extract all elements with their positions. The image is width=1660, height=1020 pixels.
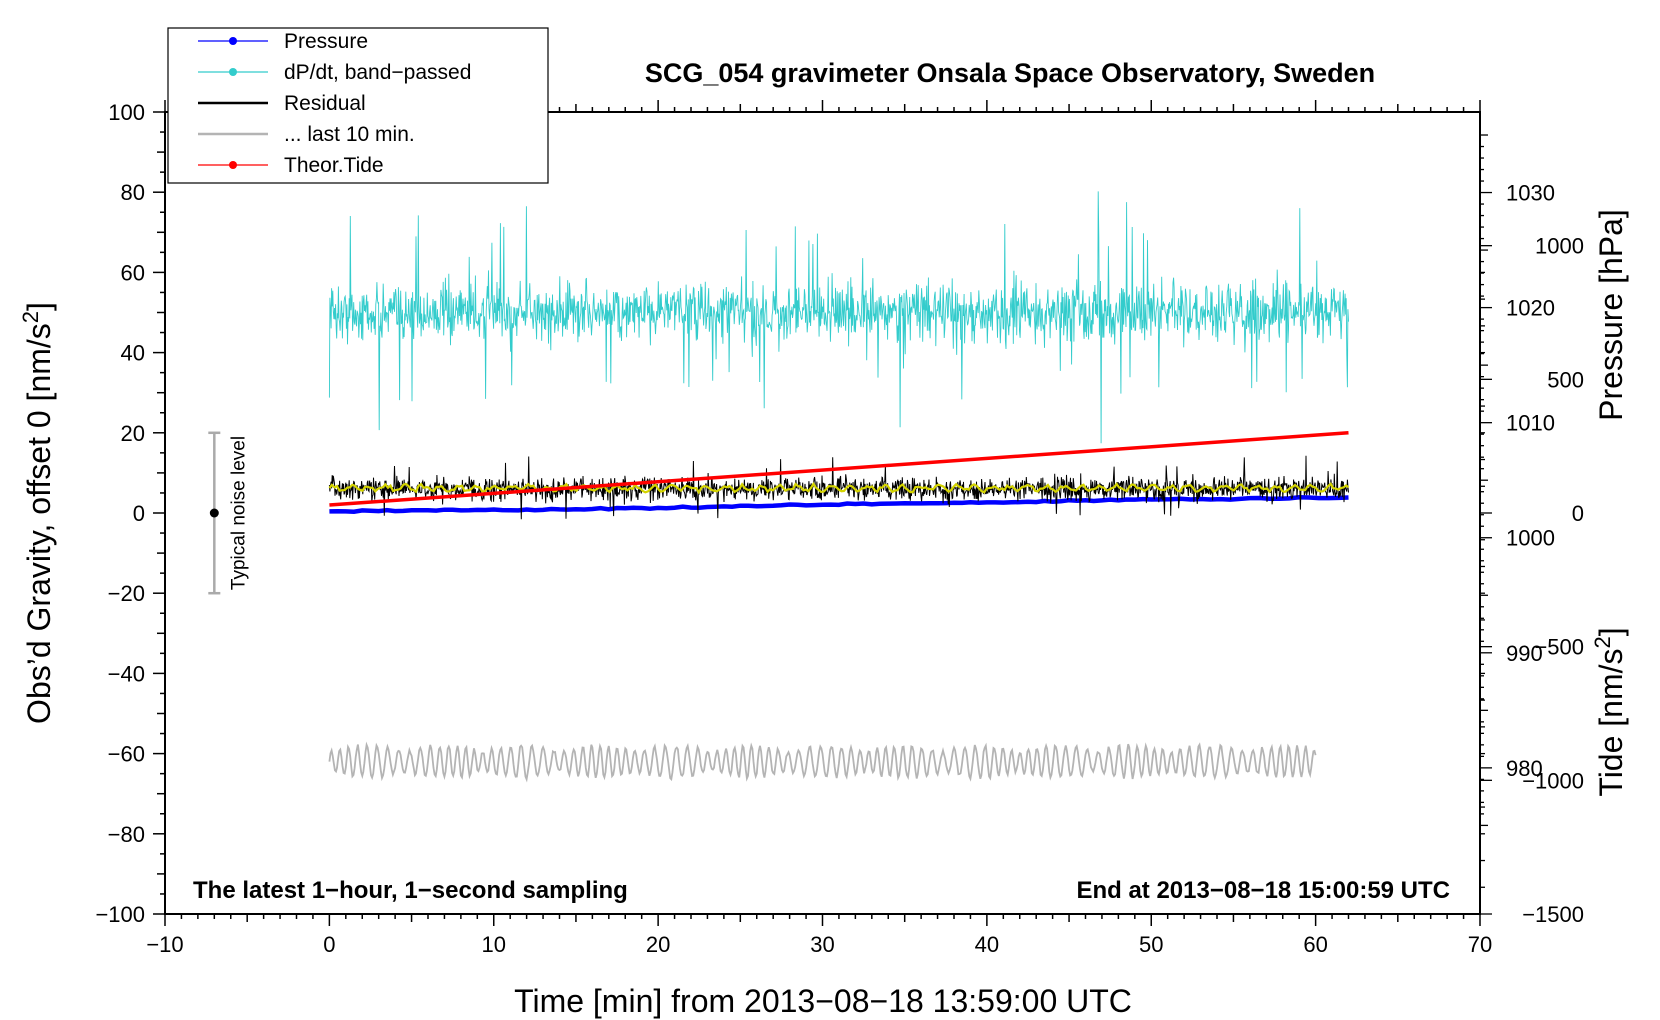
legend-marker bbox=[229, 37, 237, 45]
pressure-tick-label: 1020 bbox=[1506, 296, 1555, 321]
y-tick-label: 40 bbox=[121, 341, 145, 366]
series-layer bbox=[328, 191, 1350, 783]
legend-label: ... last 10 min. bbox=[284, 123, 415, 146]
series-pressure-line bbox=[329, 495, 1349, 514]
legend: Pressure dP/dt, band−passed Residual ... la… bbox=[167, 27, 549, 184]
annotation-sampling: The latest 1−hour, 1−second sampling bbox=[193, 877, 628, 904]
noise-bar-center-dot bbox=[209, 508, 219, 518]
y-tick-label: 20 bbox=[121, 421, 145, 446]
series-residual-line bbox=[328, 455, 1349, 520]
x-tick-label: 40 bbox=[975, 932, 999, 957]
tide-tick-label: −500 bbox=[1534, 635, 1584, 660]
tide-tick-label: 500 bbox=[1547, 367, 1584, 392]
y-axis-title-left: Obs’d Gravity, offset 0 [nm/s2] bbox=[18, 302, 57, 724]
pressure-tick-label: 990 bbox=[1506, 641, 1543, 666]
x-tick-label: 70 bbox=[1468, 932, 1492, 957]
legend-item: ... last 10 min. bbox=[198, 123, 415, 146]
tide-tick-label: −1500 bbox=[1522, 902, 1584, 927]
tide-tick-label: −1000 bbox=[1522, 768, 1584, 793]
y-tick-label: 0 bbox=[133, 501, 145, 526]
y-tick-label: −20 bbox=[108, 581, 145, 606]
legend-label: Residual bbox=[284, 92, 366, 115]
legend-box bbox=[167, 27, 549, 184]
tide-tick-label: 0 bbox=[1572, 501, 1584, 526]
y-tick-label: 80 bbox=[121, 180, 145, 205]
legend-marker bbox=[229, 161, 237, 169]
series-dpdt-line bbox=[328, 191, 1349, 444]
pressure-tick-label: 1010 bbox=[1506, 411, 1555, 436]
x-tick-label: 0 bbox=[323, 932, 335, 957]
y-axis-title-tide: Tide [nm/s2] bbox=[1590, 627, 1629, 796]
y-tick-label: −60 bbox=[108, 742, 145, 767]
y-tick-label: 100 bbox=[108, 100, 145, 125]
series-tide-line bbox=[329, 431, 1349, 507]
legend-item: Residual bbox=[198, 92, 366, 115]
x-axis-title: Time [min] from 2013−08−18 13:59:00 UTC bbox=[514, 983, 1132, 1019]
y-tick-label: −80 bbox=[108, 822, 145, 847]
series-last10min-line bbox=[328, 741, 1317, 783]
x-tick-label: 10 bbox=[482, 932, 506, 957]
chart-title: SCG_054 gravimeter Onsala Space Observat… bbox=[645, 58, 1375, 88]
y-tick-label: −100 bbox=[95, 902, 145, 927]
noise-level-indicator: Typical noise level bbox=[208, 431, 249, 595]
x-tick-label: 60 bbox=[1303, 932, 1327, 957]
pressure-axis-ticks: 1030 1020 1010 1000 990 980 bbox=[1480, 134, 1555, 827]
pressure-tick-label: 980 bbox=[1506, 756, 1543, 781]
x-axis-ticks: −10 0 10 20 30 40 50 60 70 bbox=[146, 100, 1492, 957]
annotation-end-time: End at 2013−08−18 15:00:59 UTC bbox=[1076, 877, 1450, 904]
y-axis-ticks: 100 80 60 40 20 0 −20 −40 −60 −80 −100 bbox=[95, 100, 165, 927]
legend-label: dP/dt, band−passed bbox=[284, 61, 471, 84]
x-tick-label: 50 bbox=[1139, 932, 1163, 957]
legend-label: Pressure bbox=[284, 30, 368, 53]
x-tick-label: −10 bbox=[146, 932, 183, 957]
y-tick-label: 60 bbox=[121, 260, 145, 285]
noise-level-label: Typical noise level bbox=[228, 436, 249, 590]
y-axis-title-pressure: Pressure [hPa] bbox=[1593, 209, 1629, 421]
tide-axis-ticks: 1000 500 0 −500 −1000 −1500 bbox=[1480, 234, 1584, 927]
series-residual-smoothed-line bbox=[328, 481, 1350, 495]
legend-item: Theor.Tide bbox=[198, 154, 384, 177]
plot-frame bbox=[164, 111, 1481, 915]
pressure-tick-label: 1030 bbox=[1506, 181, 1555, 206]
legend-item: Pressure bbox=[198, 30, 368, 53]
x-tick-label: 20 bbox=[646, 932, 670, 957]
legend-label: Theor.Tide bbox=[284, 154, 384, 177]
legend-marker bbox=[229, 68, 237, 76]
x-tick-label: 30 bbox=[810, 932, 834, 957]
pressure-tick-label: 1000 bbox=[1506, 526, 1555, 551]
y-tick-label: −40 bbox=[108, 661, 145, 686]
legend-item: dP/dt, band−passed bbox=[198, 61, 471, 84]
tide-tick-label: 1000 bbox=[1535, 234, 1584, 259]
